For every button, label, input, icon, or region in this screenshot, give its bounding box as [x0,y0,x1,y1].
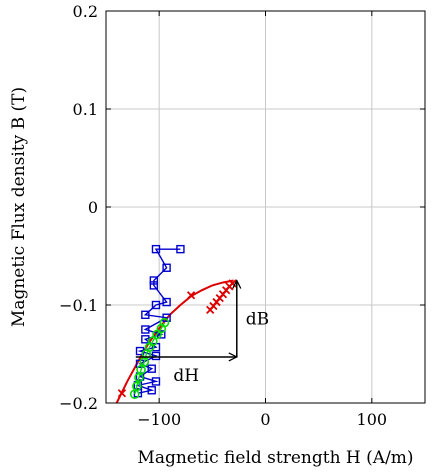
annotations: dH dB [135,281,269,386]
series-circle [129,317,170,399]
y-axis-label: Magnetic Flux density B (T) [9,87,29,327]
series-cross [117,279,237,398]
data-point-square [162,313,171,322]
cross-stroke [186,291,196,300]
y-tick-label: 0.1 [73,100,98,119]
data-point-square [149,281,159,290]
y-tick-label: −0.2 [59,394,98,413]
cross-stroke [206,305,215,315]
dh-label: dH [173,366,199,386]
series-line-circle [134,322,166,395]
data-point-square [141,310,150,319]
x-axis-label: Magnetic field strength H (A/m) [137,448,413,468]
x-tick-label: 0 [260,410,270,429]
y-tick-label: −0.1 [59,296,98,315]
x-axis: −100 0 100 [137,11,387,429]
data-point-square [151,351,161,361]
x-tick-label: 100 [357,410,388,429]
db-label: dB [246,310,269,330]
cross-stroke [117,389,127,398]
data-point-square [162,297,171,307]
data-point-square [151,300,161,310]
data-point-circle [129,389,140,399]
y-tick-label: 0.2 [73,2,98,21]
data-point-cross [186,291,196,300]
data-point-square [141,325,150,334]
data-point-square [149,276,159,285]
x-tick-label: −100 [137,410,181,429]
plot-area [115,244,237,404]
data-point-cross [206,305,215,315]
data-point-square [151,377,161,386]
y-tick-label: 0 [88,198,98,217]
data-point-square [147,386,156,395]
data-point-circle [134,372,144,383]
data-point-square [151,244,161,254]
data-point-square [147,364,156,373]
data-point-circle [152,329,162,340]
data-point-square [176,244,185,254]
data-point-cross [117,389,127,398]
data-point-square [162,263,171,272]
y-axis: −0.2 −0.1 0 0.1 0.2 [59,2,425,413]
data-point-circle [139,357,150,367]
